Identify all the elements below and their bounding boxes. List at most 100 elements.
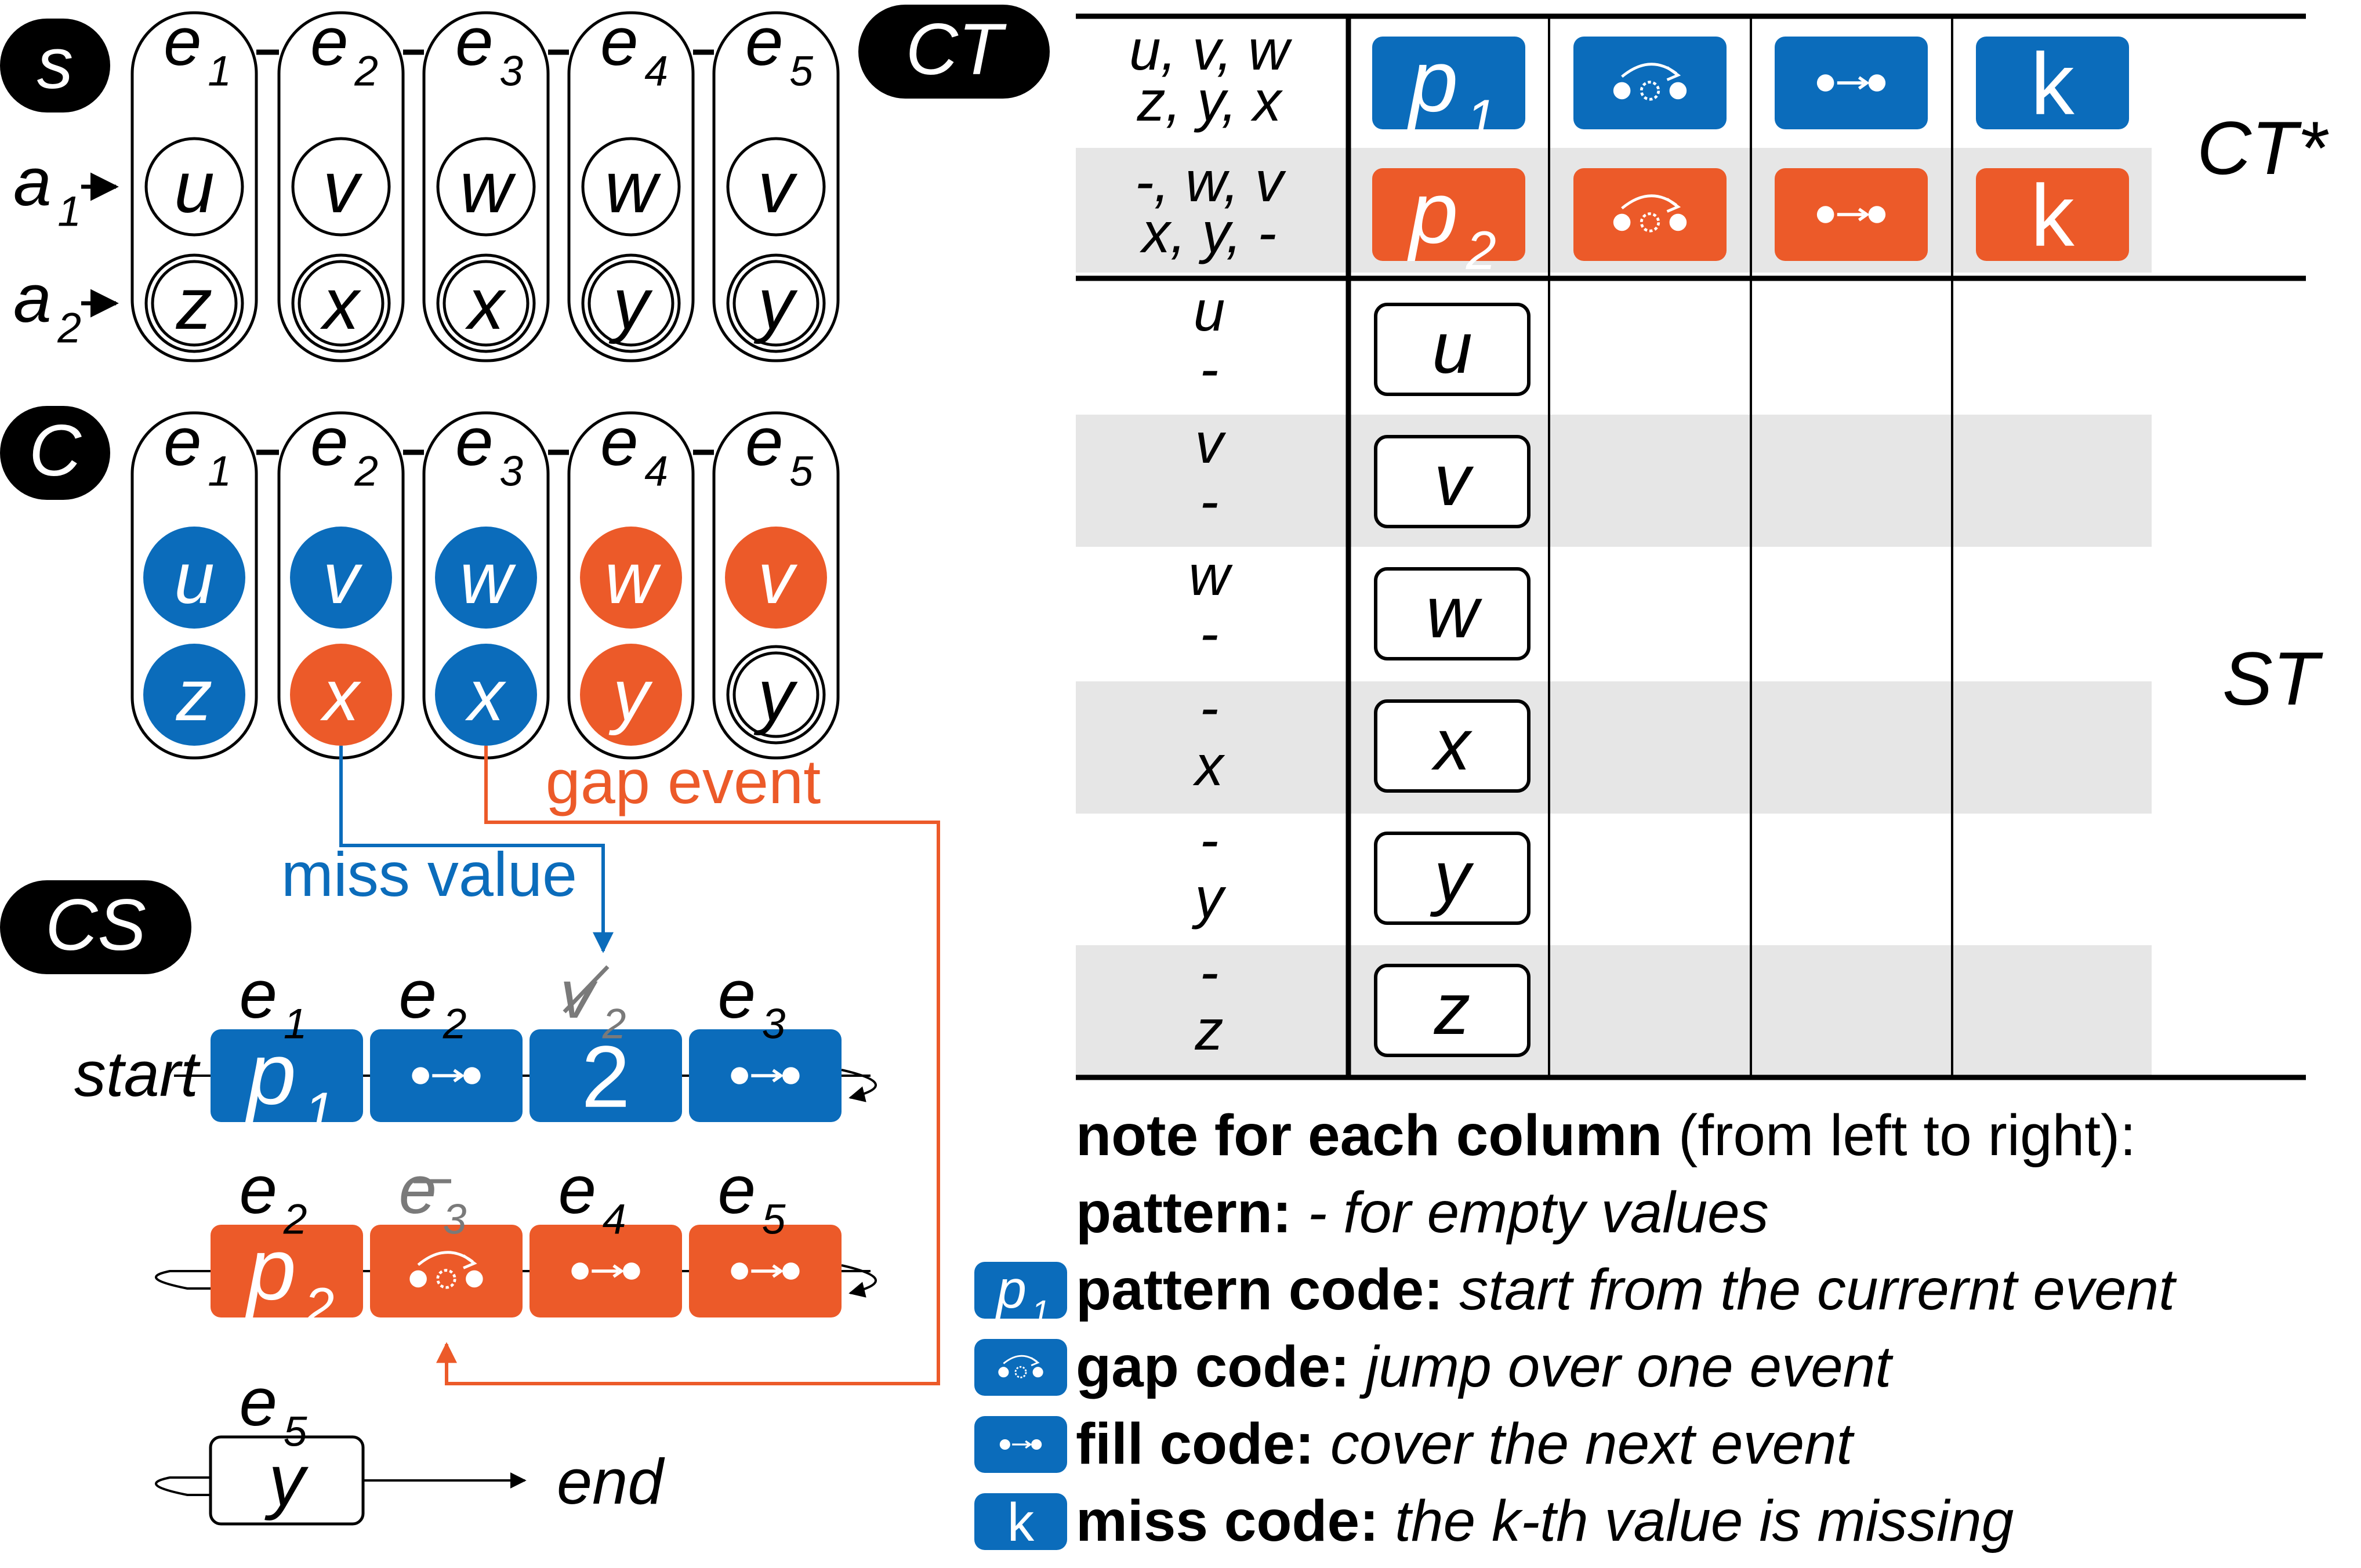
dot-icon bbox=[1669, 213, 1687, 231]
value-circle bbox=[725, 527, 827, 629]
miss-code-label: k bbox=[2030, 35, 2075, 133]
fill-code-box bbox=[1775, 37, 1928, 129]
value-circle-outer bbox=[581, 253, 681, 353]
wrap-line bbox=[155, 1476, 216, 1496]
dot-icon bbox=[1613, 82, 1631, 100]
value-circle bbox=[144, 137, 244, 237]
label-subscript: 1 bbox=[1466, 88, 1496, 149]
value-label: x bbox=[465, 264, 507, 344]
value-label: w bbox=[460, 538, 516, 619]
dot-icon bbox=[1868, 74, 1886, 92]
badge-c: C bbox=[0, 406, 110, 500]
badge-s-background bbox=[0, 19, 110, 112]
gap-event-label: gap event bbox=[546, 746, 821, 816]
dot-icon bbox=[999, 1439, 1010, 1450]
note-item: miss code: the k-th value is missing bbox=[1076, 1489, 2014, 1554]
badge-c-text: C bbox=[29, 411, 82, 491]
miss-code-label: k bbox=[1007, 1492, 1035, 1552]
note-item-description: cover the next event bbox=[1330, 1411, 1855, 1476]
arrow-head-icon bbox=[612, 1264, 625, 1278]
label-subscript: 1 bbox=[208, 447, 231, 495]
ct-row-values: u, v, w bbox=[1129, 18, 1293, 82]
dot-icon bbox=[731, 1067, 748, 1084]
badge-ct-background bbox=[858, 5, 1050, 99]
pattern-code-background bbox=[211, 1225, 363, 1317]
value-circle bbox=[435, 644, 537, 746]
dot-icon bbox=[463, 1067, 481, 1084]
st-row-values: v bbox=[1195, 411, 1227, 475]
miss-code-box: 2 bbox=[529, 1028, 682, 1126]
dot-icon bbox=[782, 1067, 800, 1084]
fill-code-box bbox=[1775, 168, 1928, 261]
start-label: start bbox=[74, 1039, 201, 1110]
value-label: y bbox=[753, 264, 798, 344]
pattern-code-background bbox=[1372, 168, 1525, 261]
dot-icon bbox=[1031, 1439, 1042, 1450]
label-letter: p bbox=[1407, 32, 1458, 130]
badge-cs: CS bbox=[0, 880, 191, 974]
dot-icon bbox=[731, 1262, 748, 1280]
st-row-values: w bbox=[1189, 543, 1234, 607]
label-letter: e bbox=[455, 3, 494, 80]
wrap-line bbox=[155, 1270, 216, 1290]
note-item: pattern: - for empty values bbox=[1076, 1180, 1769, 1245]
note-item-term: fill code: bbox=[1076, 1411, 1330, 1476]
badge-cs-background bbox=[0, 880, 191, 974]
label-subscript: 2 bbox=[57, 304, 81, 351]
arrow-head-icon bbox=[453, 1069, 465, 1083]
badge-ct-text: CT bbox=[906, 9, 1007, 90]
label-letter: e bbox=[718, 956, 756, 1033]
dot-icon bbox=[571, 1262, 589, 1280]
st-row-values: y bbox=[1192, 866, 1227, 930]
miss-code-background bbox=[529, 1029, 682, 1122]
label-subscript: 1 bbox=[1031, 1294, 1050, 1331]
st-value-box bbox=[1374, 699, 1531, 793]
label-subscript: 5 bbox=[789, 447, 813, 495]
table-band bbox=[1076, 415, 2152, 547]
label-subscript: 5 bbox=[762, 1195, 786, 1243]
value-circle bbox=[580, 644, 682, 746]
arrow-head-icon bbox=[1666, 198, 1681, 213]
label-letter: e bbox=[600, 404, 639, 480]
value-label: u bbox=[174, 147, 215, 228]
value-label: w bbox=[605, 147, 661, 228]
value-circle bbox=[143, 527, 245, 629]
st-value-box-label: x bbox=[1431, 705, 1473, 785]
label-subscript: 4 bbox=[644, 447, 668, 495]
pattern-code-background bbox=[974, 1262, 1067, 1319]
gap-event-connector bbox=[436, 746, 940, 1385]
st-value-box-label: w bbox=[1426, 572, 1482, 653]
label-letter: e bbox=[240, 956, 278, 1033]
st-value-box bbox=[1374, 435, 1531, 528]
fill-code-box bbox=[689, 1029, 842, 1122]
pattern-code-background bbox=[1372, 37, 1525, 129]
label-letter: e bbox=[399, 956, 437, 1033]
notes-header-bold: note for each column bbox=[1076, 1103, 1662, 1168]
skipped-dot-icon bbox=[436, 1269, 456, 1289]
table-band bbox=[1076, 681, 2152, 814]
miss-code-label: k bbox=[2030, 167, 2075, 265]
miss-code-background bbox=[974, 1493, 1067, 1550]
value-circle bbox=[443, 260, 529, 347]
label-letter: e bbox=[164, 404, 202, 480]
value-circle bbox=[143, 644, 245, 746]
value-circle bbox=[732, 260, 819, 347]
value-circle bbox=[726, 137, 826, 237]
miss-code-box: k bbox=[1976, 35, 2129, 133]
miss-code-background bbox=[1976, 37, 2129, 129]
dot-icon bbox=[466, 1270, 483, 1288]
value-circle bbox=[290, 527, 392, 629]
